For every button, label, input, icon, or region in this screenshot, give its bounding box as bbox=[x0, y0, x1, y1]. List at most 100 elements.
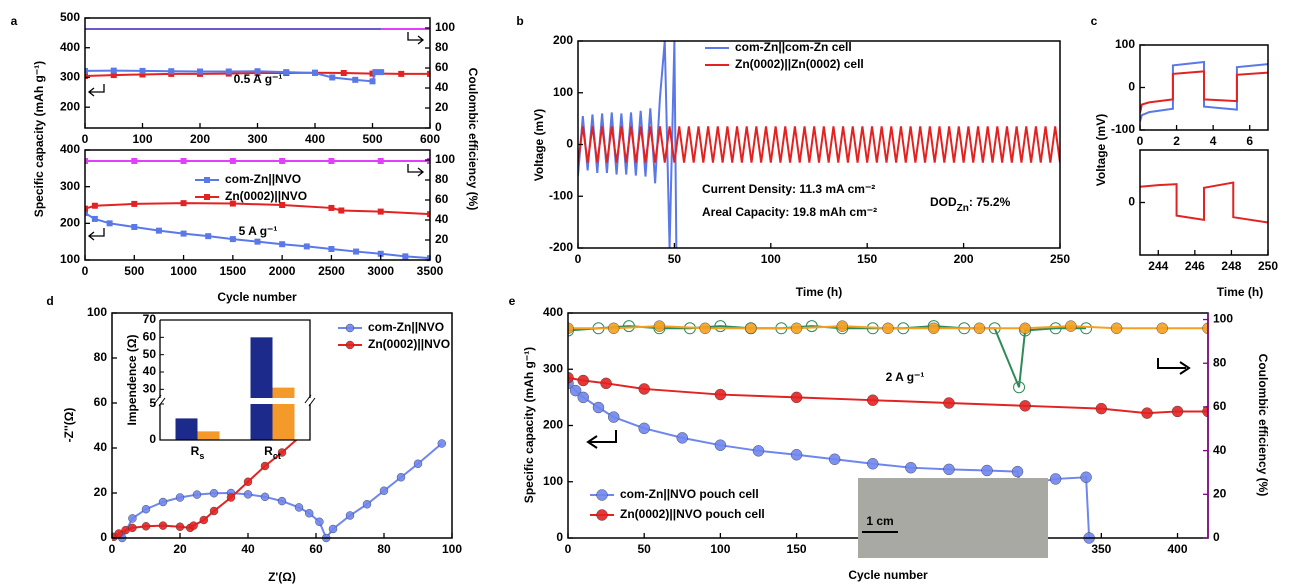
y-axis-label: Specific capacity (mAh g⁻¹) bbox=[522, 347, 536, 503]
y-tick-label: 0 bbox=[100, 530, 107, 544]
data-point bbox=[85, 72, 88, 79]
y-tick-label: -100 bbox=[549, 188, 573, 202]
data-point bbox=[155, 227, 162, 234]
y-tick-label: 0 bbox=[566, 137, 573, 151]
data-point bbox=[338, 207, 345, 214]
x-tick-label: 500 bbox=[362, 132, 382, 146]
x-tick-label: 400 bbox=[1168, 542, 1188, 556]
y2-tick-label: 80 bbox=[1213, 355, 1227, 369]
data-point bbox=[353, 248, 360, 255]
category-main: R bbox=[264, 444, 273, 458]
y2-tick-label: 60 bbox=[435, 192, 449, 206]
data-point bbox=[352, 76, 359, 83]
data-point bbox=[745, 322, 757, 334]
x-axis-label: Cycle number bbox=[217, 290, 297, 304]
data-point bbox=[1013, 381, 1026, 394]
x-tick-label: 150 bbox=[857, 252, 877, 266]
data-point bbox=[131, 158, 138, 164]
category-subscript: s bbox=[199, 451, 204, 461]
y-axis-label: Voltage (mV) bbox=[532, 109, 546, 181]
data-point bbox=[752, 445, 765, 457]
x-tick-label: 80 bbox=[377, 542, 391, 556]
data-point bbox=[85, 205, 88, 212]
annotation: Current Density: 11.3 mA cm⁻² bbox=[702, 182, 875, 196]
y-tick-label: 400 bbox=[60, 40, 80, 54]
x-tick-label: 100 bbox=[710, 542, 730, 556]
x-tick-label: Rs bbox=[191, 444, 205, 461]
series-line bbox=[85, 212, 430, 260]
x-tick-label: 200 bbox=[190, 132, 210, 146]
y2-tick-label: 100 bbox=[435, 152, 455, 166]
panel-label: e bbox=[509, 294, 516, 308]
data-point bbox=[569, 384, 582, 397]
data-point bbox=[85, 67, 88, 74]
data-point bbox=[141, 522, 151, 531]
data-point bbox=[427, 70, 430, 77]
x-tick-label: 20 bbox=[173, 542, 187, 556]
data-point bbox=[943, 463, 955, 476]
y2-tick-label: 20 bbox=[435, 100, 449, 114]
y-tick-label: 60 bbox=[94, 395, 108, 409]
data-point bbox=[180, 230, 187, 237]
data-point bbox=[260, 461, 270, 471]
annotation: 0.5 A g⁻¹ bbox=[234, 72, 283, 86]
data-point bbox=[828, 453, 841, 465]
legend-label: Zn(0002)||NVO bbox=[368, 337, 450, 351]
data-point bbox=[676, 432, 688, 444]
data-point bbox=[279, 158, 286, 164]
y-tick-label: 200 bbox=[553, 33, 573, 47]
x-tick-label: 350 bbox=[1091, 542, 1111, 556]
x-tick-label: 246 bbox=[1185, 259, 1205, 273]
data-point bbox=[836, 320, 848, 332]
data-point bbox=[577, 374, 589, 387]
data-point bbox=[653, 320, 666, 332]
data-point bbox=[882, 322, 894, 334]
data-point bbox=[973, 322, 986, 334]
legend-marker bbox=[345, 323, 355, 333]
y2-axis-label: Coulombic efficiency (%) bbox=[466, 68, 480, 211]
data-point bbox=[305, 509, 314, 518]
panel-label: d bbox=[46, 294, 53, 308]
data-point bbox=[398, 70, 405, 77]
legend-label: com-Zn||NVO bbox=[368, 320, 444, 334]
y-tick-label: 100 bbox=[543, 474, 563, 488]
legend-marker bbox=[345, 340, 355, 350]
y-tick-label: 0 bbox=[149, 432, 156, 446]
data-point bbox=[225, 68, 232, 75]
axis-arrow bbox=[407, 164, 425, 177]
x-tick-label: 100 bbox=[132, 132, 152, 146]
data-point bbox=[303, 243, 310, 250]
panel-label: a bbox=[11, 14, 18, 28]
y-tick-label: 300 bbox=[543, 361, 563, 375]
bar bbox=[250, 337, 273, 440]
data-point bbox=[362, 500, 372, 509]
annotation: 1 cm bbox=[866, 514, 893, 528]
y2-tick-label: 100 bbox=[1213, 312, 1233, 326]
y-axis-label: -Z''(Ω) bbox=[62, 408, 76, 443]
x-tick-label: 3500 bbox=[417, 264, 444, 278]
data-point bbox=[943, 397, 955, 409]
data-point bbox=[1019, 322, 1031, 334]
x-axis-label: Cycle number bbox=[848, 568, 928, 582]
legend-label: com-Zn||NVO bbox=[225, 172, 301, 186]
x-tick-label: 150 bbox=[787, 542, 807, 556]
x-axis-label: Z'(Ω) bbox=[268, 570, 296, 584]
x-tick-label: 50 bbox=[638, 542, 652, 556]
y-axis-label: Voltage (mV) bbox=[1094, 114, 1108, 186]
data-point bbox=[139, 71, 146, 78]
data-point bbox=[128, 523, 137, 533]
annotation: 5 A g⁻¹ bbox=[239, 224, 278, 238]
x-tick-label: 500 bbox=[124, 264, 144, 278]
data-point bbox=[1202, 405, 1208, 418]
data-point bbox=[110, 67, 117, 74]
data-point bbox=[226, 493, 236, 502]
data-point bbox=[928, 322, 940, 334]
data-point bbox=[1156, 322, 1168, 334]
data-point bbox=[106, 220, 113, 227]
data-point bbox=[577, 391, 589, 404]
x-tick-label: 0 bbox=[82, 264, 89, 278]
y2-tick-label: 20 bbox=[1213, 486, 1227, 500]
axis-arrow bbox=[586, 430, 617, 449]
y2-axis-label: Coulombic efficiency (%) bbox=[1256, 354, 1270, 497]
